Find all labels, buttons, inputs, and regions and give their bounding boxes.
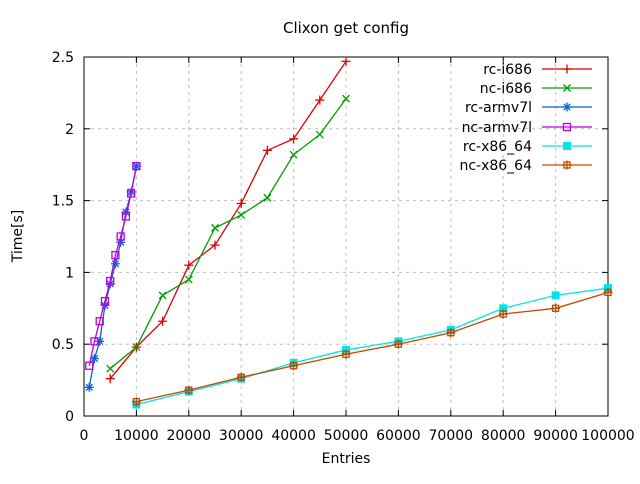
x-tick-label: 90000	[533, 428, 578, 444]
x-tick-label: 0	[80, 428, 89, 444]
series-rc-armv7l	[84, 161, 141, 392]
y-tick-label: 0	[65, 409, 74, 425]
series-line	[109, 98, 347, 370]
legend-entry-nc-i686: nc-i686	[480, 81, 592, 97]
data-point-marker	[562, 102, 572, 112]
x-tick-label: 100000	[581, 428, 634, 444]
series-line	[136, 287, 609, 406]
data-point-marker	[315, 95, 325, 105]
data-point-marker	[158, 291, 167, 300]
data-point-marker	[127, 189, 136, 198]
data-point-marker	[262, 145, 272, 155]
data-point-marker	[158, 316, 168, 326]
data-point-marker	[446, 328, 456, 338]
data-point-marker	[89, 354, 99, 364]
data-point-marker	[85, 361, 94, 370]
x-tick-label: 50000	[324, 428, 369, 444]
legend-label: rc-i686	[483, 62, 532, 78]
data-point-marker	[100, 296, 110, 306]
data-point-marker	[116, 232, 125, 241]
data-point-marker	[132, 161, 141, 171]
data-point-marker	[341, 56, 351, 66]
legend-entry-nc-x86_64: nc-x86_64	[459, 158, 592, 174]
data-point-marker	[236, 372, 246, 382]
data-point-marker	[562, 160, 572, 170]
data-point-marker	[121, 212, 131, 221]
data-point-marker	[95, 317, 104, 326]
data-point-marker	[210, 240, 220, 250]
x-tick-label: 60000	[376, 428, 421, 444]
data-point-marker	[498, 309, 508, 319]
data-point-marker	[341, 349, 351, 359]
legend-entry-rc-x86_64: rc-x86_64	[463, 139, 592, 155]
axes: 0 10000 20000 30000 40000 50000 60000 70000 8000…	[52, 50, 635, 444]
data-point-marker	[289, 150, 298, 159]
x-tick-label: 40000	[271, 428, 316, 444]
data-point-marker	[289, 361, 299, 371]
series-nc-armv7l	[85, 161, 141, 370]
legend-label: rc-armv7l	[465, 100, 532, 116]
y-tick-label: 2	[65, 122, 74, 138]
x-tick-label: 30000	[219, 428, 264, 444]
data-point-marker	[562, 64, 572, 74]
data-point-marker	[236, 198, 246, 208]
data-point-marker	[603, 288, 613, 298]
legend-entry-nc-armv7l: nc-armv7l	[462, 120, 592, 136]
data-point-marker	[315, 130, 324, 139]
y-axis-label: Time[s]	[10, 210, 26, 263]
x-tick-label: 80000	[481, 428, 526, 444]
y-tick-label: 1	[65, 265, 74, 281]
y-tick-label: 0.5	[52, 337, 74, 353]
data-point-marker	[563, 142, 571, 150]
legend-entry-rc-i686: rc-i686	[483, 62, 592, 78]
data-point-marker	[184, 260, 194, 270]
data-point-marker	[393, 339, 403, 349]
series-line	[109, 60, 347, 380]
chart-title: Clixon get config	[283, 19, 409, 37]
data-point-marker	[132, 343, 141, 352]
data-point-marker	[131, 397, 141, 407]
data-point-marker	[84, 382, 94, 392]
legend-label: rc-x86_64	[463, 139, 532, 155]
data-point-marker	[106, 276, 115, 286]
data-point-marker	[263, 193, 272, 202]
series-line	[88, 166, 138, 366]
y-tick-label: 2.5	[52, 50, 74, 66]
data-point-marker	[106, 364, 115, 373]
data-point-marker	[90, 337, 99, 346]
series-nc-i686	[106, 94, 350, 373]
legend-label: nc-i686	[480, 81, 532, 97]
x-tick-label: 10000	[114, 428, 159, 444]
legend: rc-i686 nc-i686 rc-armv7l nc-armv7l rc-x86_6…	[459, 62, 592, 174]
data-point-marker	[211, 223, 219, 232]
series-line	[136, 291, 609, 403]
data-point-marker	[184, 385, 194, 395]
data-point-marker	[562, 122, 572, 132]
x-axis-label: Entries	[322, 451, 371, 467]
legend-entry-rc-armv7l: rc-armv7l	[465, 100, 592, 116]
grid	[84, 57, 608, 416]
data-point-marker	[563, 84, 571, 92]
data-point-marker	[551, 291, 560, 300]
data-point-marker	[111, 251, 120, 260]
data-point-marker	[289, 134, 299, 144]
data-point-marker	[105, 374, 115, 384]
series-rc-x86_64	[132, 284, 612, 409]
series-rc-i686	[105, 56, 351, 384]
y-tick-label: 1.5	[52, 194, 74, 210]
data-point-marker	[110, 259, 120, 269]
data-point-marker	[184, 275, 193, 284]
series-nc-x86_64	[131, 288, 613, 407]
data-point-marker	[342, 94, 350, 103]
x-tick-label: 70000	[429, 428, 474, 444]
data-point-marker	[551, 303, 561, 313]
plot-series	[84, 56, 613, 409]
x-tick-label: 20000	[167, 428, 212, 444]
legend-label: nc-x86_64	[459, 158, 532, 174]
data-point-marker	[237, 211, 246, 219]
legend-label: nc-armv7l	[462, 120, 532, 136]
